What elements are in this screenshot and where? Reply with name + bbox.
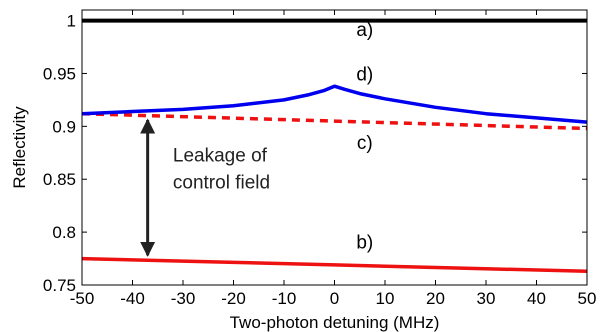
series-line-d bbox=[81, 84, 588, 124]
y-tick-label: 0.9 bbox=[52, 117, 76, 136]
series-line-b bbox=[81, 256, 588, 274]
y-axis-title: Reflectivity bbox=[10, 106, 29, 189]
x-tick-label: -10 bbox=[272, 289, 297, 308]
x-tick-label: 30 bbox=[477, 289, 496, 308]
x-tick-label: 50 bbox=[578, 289, 597, 308]
x-tick-label: 20 bbox=[426, 289, 445, 308]
x-axis-title: Two-photon detuning (MHz) bbox=[230, 313, 440, 332]
series-line-c bbox=[81, 111, 588, 131]
x-tick-label: -50 bbox=[70, 289, 95, 308]
annotation-text-line: Leakage of bbox=[173, 145, 268, 166]
y-tick-label: 0.75 bbox=[43, 276, 76, 295]
curve-label-d: d) bbox=[356, 64, 373, 85]
y-tick-label: 0.8 bbox=[52, 223, 76, 242]
x-tick-label: -30 bbox=[171, 289, 196, 308]
y-tick-label: 1 bbox=[67, 12, 76, 31]
y-tick-label: 0.95 bbox=[43, 64, 76, 83]
curve-label-c: c) bbox=[357, 133, 373, 154]
curve-label-a: a) bbox=[356, 20, 373, 41]
curve-label-b: b) bbox=[356, 233, 373, 254]
x-tick-label: -40 bbox=[120, 289, 145, 308]
x-tick-label: 0 bbox=[330, 289, 339, 308]
x-tick-label: -20 bbox=[221, 289, 246, 308]
plot-area bbox=[82, 10, 587, 285]
y-tick-label: 0.85 bbox=[43, 170, 76, 189]
annotation-text-line: control field bbox=[173, 172, 270, 193]
x-tick-label: 40 bbox=[527, 289, 546, 308]
x-tick-label: 10 bbox=[376, 289, 395, 308]
